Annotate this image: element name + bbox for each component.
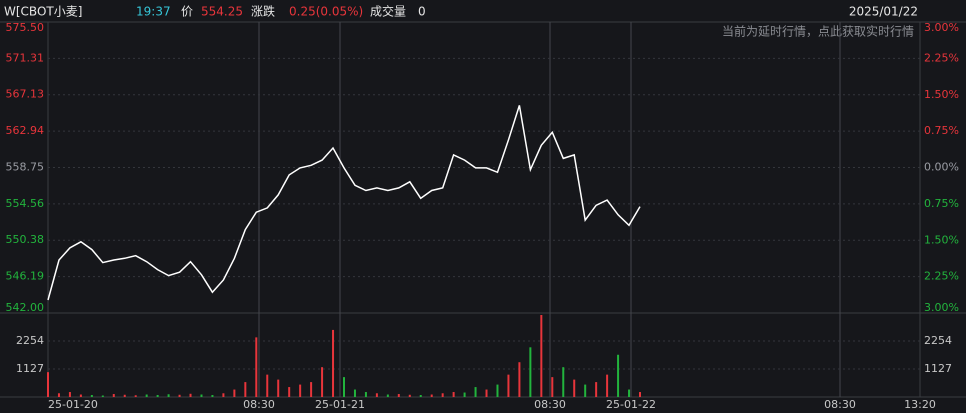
- volume-bar: [353, 389, 356, 397]
- volume-bar: [189, 393, 192, 397]
- date: 2025/01/22: [849, 5, 918, 19]
- x-tick-label: 25-01-21: [315, 398, 365, 411]
- volume-bar: [79, 394, 82, 397]
- y2-tick-label: 3.00%: [924, 301, 959, 314]
- volume-bar: [178, 394, 181, 397]
- volume-bar: [606, 374, 609, 397]
- y2-tick-label: 2254: [924, 334, 952, 347]
- volume-bar: [310, 382, 313, 397]
- volume-bar: [255, 337, 258, 397]
- volume-bar: [123, 394, 126, 397]
- volume-bar: [463, 392, 466, 397]
- volume-bar: [375, 393, 378, 397]
- volume-bar: [562, 367, 565, 397]
- delay-notice[interactable]: 当前为延时行情，点此获取实时行情: [722, 24, 914, 39]
- y-tick-label: 542.00: [6, 301, 45, 314]
- volume-bar: [156, 395, 159, 397]
- time: 19:37: [136, 5, 171, 19]
- volume-bar: [68, 392, 71, 397]
- volume-bar: [332, 329, 335, 397]
- volume-bar: [244, 382, 247, 397]
- y-tick-label: 2254: [16, 334, 44, 347]
- y-tick-label: 546.19: [6, 270, 45, 283]
- volume-bar: [364, 392, 367, 397]
- volume-bar: [529, 347, 532, 397]
- volume-bar: [639, 392, 641, 397]
- volume-bar: [112, 394, 115, 397]
- y2-tick-label: 0.75%: [924, 197, 959, 210]
- volume-bar: [397, 394, 400, 397]
- volume-bar: [617, 354, 620, 397]
- y2-tick-label: 2.25%: [924, 51, 959, 64]
- volume-bar: [441, 393, 444, 397]
- x-tick-label: 08:30: [824, 398, 856, 411]
- volume-bar: [485, 389, 488, 397]
- volume-bar: [595, 382, 598, 397]
- volume-bar: [57, 393, 60, 397]
- volume-bar: [452, 392, 455, 397]
- volume-bar: [551, 377, 554, 397]
- y-tick-label: 571.31: [6, 51, 45, 64]
- y2-tick-label: 1.50%: [924, 233, 959, 246]
- x-tick-label: 08:30: [243, 398, 275, 411]
- volume-bar: [573, 379, 576, 397]
- volume-bar: [288, 387, 291, 397]
- symbol: W[CBOT小麦]: [4, 5, 82, 19]
- x-tick-label: 25-01-20: [48, 398, 98, 411]
- x-tick-label: 08:30: [534, 398, 566, 411]
- volume-bar: [47, 372, 49, 397]
- volume-bar: [233, 389, 236, 397]
- change-label: 涨跌: [251, 4, 275, 19]
- volume-bar: [386, 394, 389, 397]
- volume-bar: [211, 395, 214, 397]
- y2-tick-label: 0.00%: [924, 161, 959, 174]
- volume-bar: [266, 374, 269, 397]
- volume-bar: [507, 374, 510, 397]
- y2-tick-label: 1.50%: [924, 88, 959, 101]
- volume-bar: [277, 379, 280, 397]
- volume-bar: [200, 394, 203, 397]
- y-tick-label: 567.13: [6, 88, 45, 101]
- y-tick-label: 558.75: [6, 161, 45, 174]
- y2-tick-label: 0.75%: [924, 124, 959, 137]
- volume-bar: [430, 394, 433, 397]
- price-line: [47, 105, 641, 301]
- volume-bar: [628, 389, 631, 397]
- y-tick-label: 562.94: [6, 124, 45, 137]
- y2-tick-label: 2.25%: [924, 270, 959, 283]
- volume-bar: [299, 384, 302, 397]
- volume-bar: [540, 315, 543, 397]
- y-tick-label: 575.50: [6, 21, 45, 34]
- y-tick-label: 554.56: [6, 197, 45, 210]
- volume-bar: [222, 393, 225, 397]
- volume-bar: [518, 362, 521, 397]
- y-tick-label: 550.38: [6, 233, 45, 246]
- x-tick-label: 13:20: [904, 398, 936, 411]
- y-tick-label: 1127: [16, 362, 44, 375]
- price: 554.25: [201, 5, 243, 19]
- volume-bar: [419, 395, 422, 397]
- volume-bar: [134, 395, 137, 397]
- volume-bar: [408, 394, 411, 397]
- volume-bar: [145, 394, 148, 397]
- volume-bar: [321, 367, 324, 397]
- y2-tick-label: 3.00%: [924, 21, 959, 34]
- y2-tick-label: 1127: [924, 362, 952, 375]
- volume-label: 成交量: [370, 4, 406, 19]
- price-label: 价: [181, 5, 193, 19]
- change: 0.25(0.05%): [289, 5, 363, 19]
- volume-bar: [343, 377, 345, 397]
- volume-bar: [167, 394, 170, 397]
- volume-bar: [496, 384, 499, 397]
- volume-bar: [474, 387, 477, 397]
- volume: 0: [418, 5, 426, 19]
- volume-bar: [90, 395, 93, 397]
- volume-bar: [584, 384, 587, 397]
- volume-bar: [101, 395, 104, 397]
- x-tick-label: 25-01-22: [606, 398, 656, 411]
